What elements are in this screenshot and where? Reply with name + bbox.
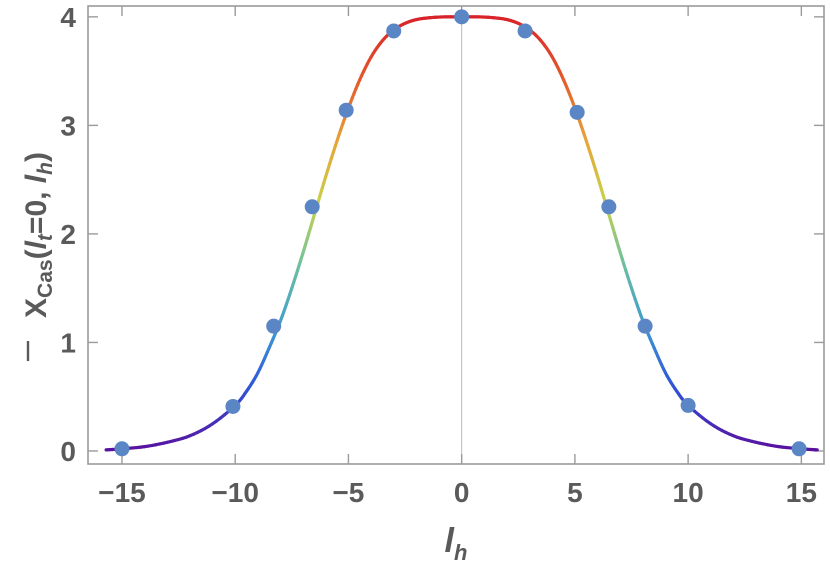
data-point — [517, 23, 533, 39]
axis-ticks — [88, 6, 824, 464]
data-point — [637, 318, 653, 334]
data-point — [791, 441, 807, 457]
y-tick-label: 2 — [60, 219, 76, 250]
x-tick-label: −15 — [98, 477, 146, 508]
x-axis-title-sub: h — [454, 540, 467, 565]
y-axis-title-close: ) — [20, 152, 53, 162]
y-axis-title-l2: l — [20, 174, 53, 183]
data-points — [114, 9, 807, 457]
data-point — [454, 9, 470, 25]
x-tick-label: −5 — [332, 477, 364, 508]
y-tick-labels: 0 1 2 3 4 — [60, 2, 76, 467]
data-point — [569, 104, 585, 120]
x-tick-label: 0 — [454, 477, 470, 508]
y-axis-title-l2-sub: h — [34, 162, 57, 175]
x-tick-label: 5 — [567, 477, 583, 508]
x-tick-labels: −15 −10 −5 0 5 10 15 — [98, 477, 817, 508]
data-point — [304, 199, 320, 215]
data-point — [225, 398, 241, 414]
y-axis-title-sub: Cas — [34, 259, 57, 298]
y-axis-title-open: ( — [20, 249, 53, 259]
data-point — [386, 23, 402, 39]
x-axis-title: lh — [445, 522, 468, 565]
x-tick-label: 15 — [786, 477, 817, 508]
data-point — [114, 441, 130, 457]
y-tick-label: 1 — [60, 327, 76, 358]
y-tick-label: 3 — [60, 110, 76, 141]
svg-text:XCas(lt=0, lh): XCas(lt=0, lh) — [20, 152, 57, 318]
plot-frame — [87, 5, 825, 465]
y-axis-title-eq: =0, — [20, 183, 53, 234]
data-point — [266, 318, 282, 334]
y-axis-title-l1: l — [20, 240, 53, 249]
data-point — [338, 102, 354, 118]
y-axis-title: XCas(lt=0, lh) — [20, 152, 57, 361]
x-axis-title-main: l — [445, 522, 456, 560]
y-tick-label: 4 — [60, 2, 76, 33]
y-axis-title-l1-sub: t — [34, 233, 57, 241]
x-tick-label: −10 — [211, 477, 259, 508]
data-point — [601, 199, 617, 215]
data-point — [680, 397, 696, 413]
x-tick-label: 10 — [673, 477, 704, 508]
y-tick-label: 0 — [60, 436, 76, 467]
y-axis-title-x: X — [20, 298, 53, 318]
